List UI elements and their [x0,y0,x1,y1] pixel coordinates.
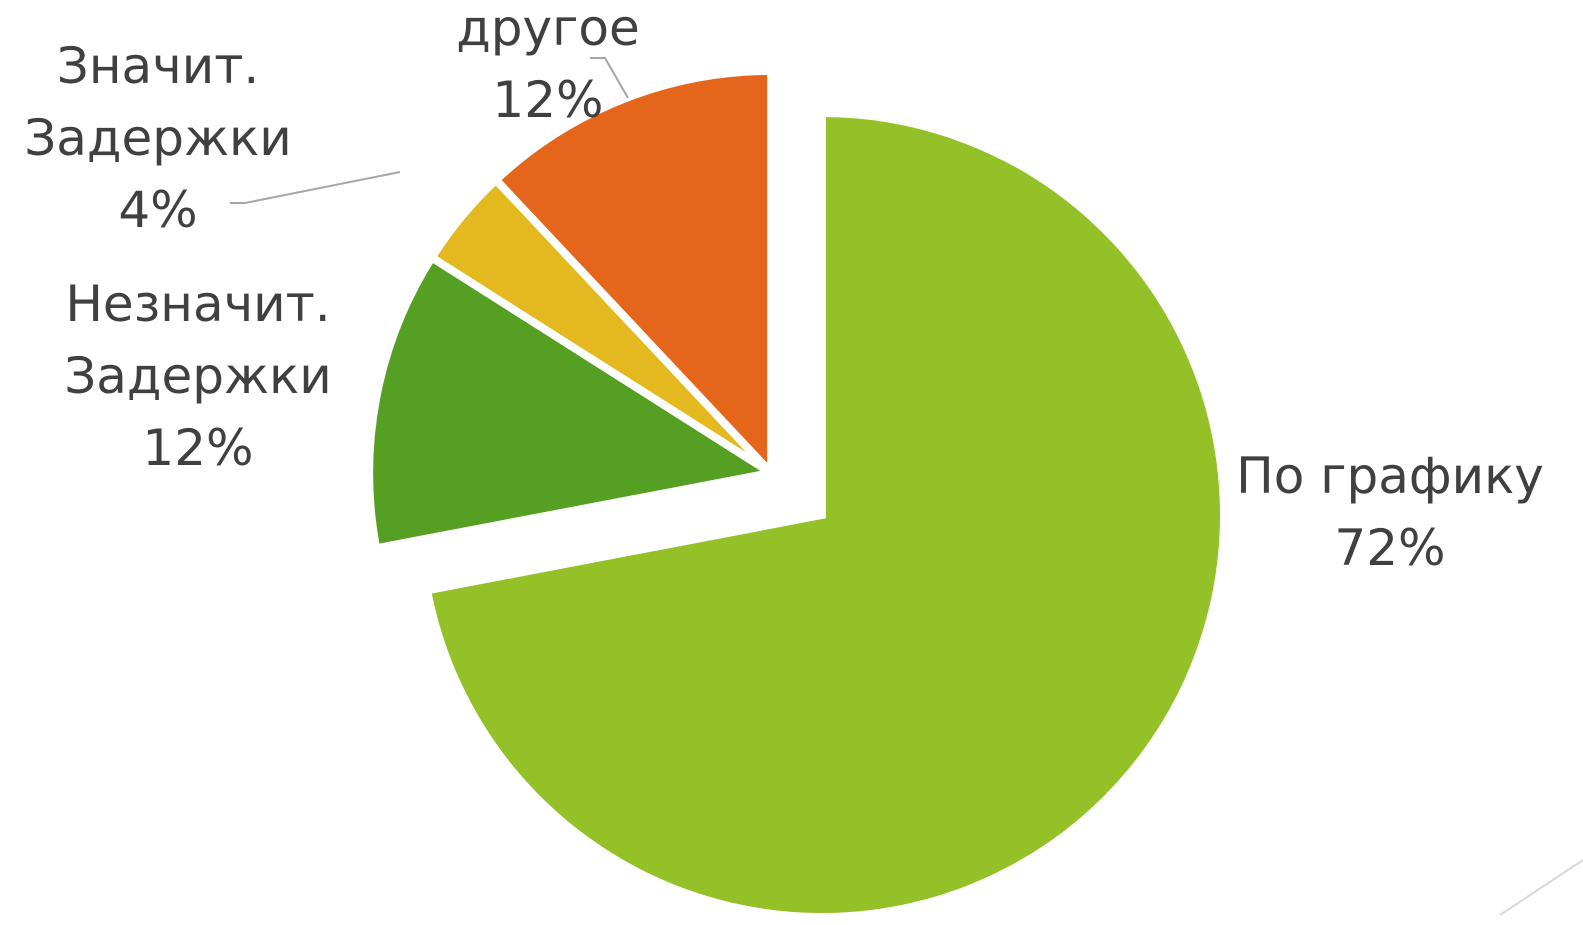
percent-label: 72% [1334,519,1446,577]
percent-label: 4% [118,181,198,239]
leader-line [230,171,401,204]
data-label: другое 12% [358,0,738,136]
data-label: Значит. Задержки 4% [0,30,348,246]
category-name: Незначит. Задержки [64,275,332,405]
data-label: Незначит. Задержки 12% [8,268,388,484]
percent-label: 12% [142,419,254,477]
data-label: По графику 72% [1200,440,1580,584]
decor-line [1499,859,1583,916]
percent-label: 12% [492,71,604,129]
pie-slice [422,108,1228,921]
pie-slice [365,252,782,553]
category-name: другое [456,0,640,57]
leader-line [590,57,629,99]
pie-slice [490,66,776,484]
category-name: Значит. Задержки [24,37,292,167]
category-name: По графику [1236,447,1544,505]
